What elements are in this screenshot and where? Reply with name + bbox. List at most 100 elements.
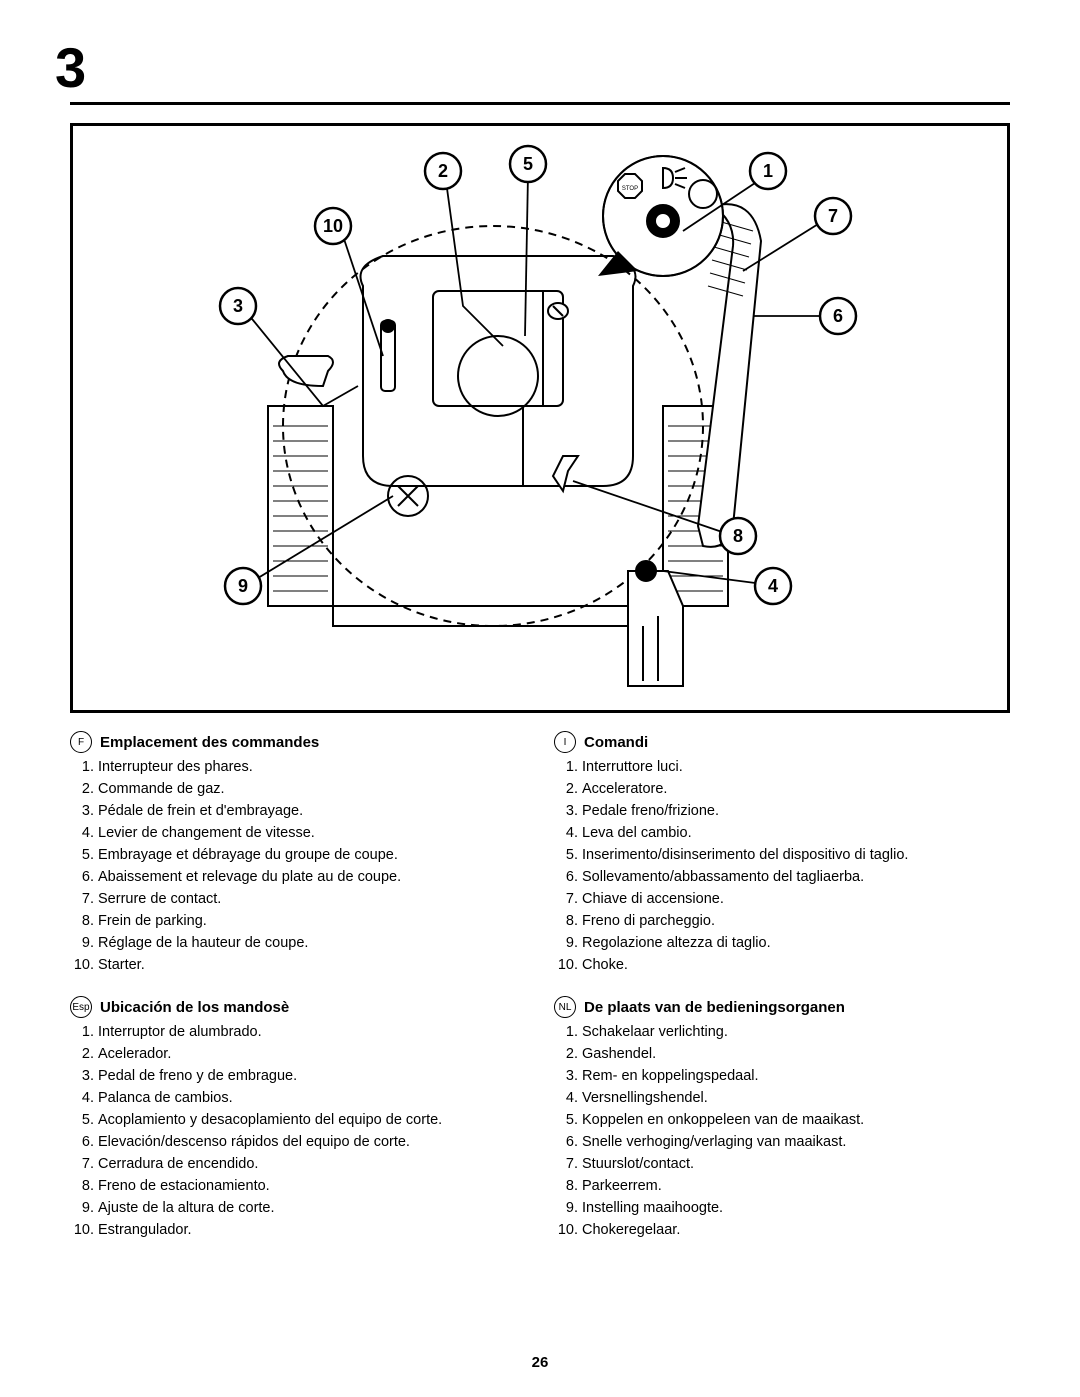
callout-number-10: 10: [323, 216, 343, 236]
callout-number-9: 9: [238, 576, 248, 596]
item-number: 4.: [70, 1088, 94, 1109]
list-item: 4.Leva del cambio.: [582, 823, 1010, 844]
callout-number-6: 6: [833, 306, 843, 326]
item-text: Choke.: [582, 957, 628, 973]
chapter-number: 3: [55, 35, 1010, 100]
item-text: Chiave di accensione.: [582, 891, 724, 907]
list-item: 1.Interruptor de alumbrado.: [98, 1022, 526, 1043]
item-text: Palanca de cambios.: [98, 1090, 233, 1106]
item-text: Acelerador.: [98, 1046, 171, 1062]
section-nl: NLDe plaats van de bedieningsorganen 1.Sc…: [554, 996, 1010, 1241]
list-item: 1.Schakelaar verlichting.: [582, 1022, 1010, 1043]
item-text: Embrayage et débrayage du groupe de coup…: [98, 847, 398, 863]
item-text: Gashendel.: [582, 1046, 656, 1062]
item-number: 3.: [70, 801, 94, 822]
list-item: 5.Inserimento/disinserimento del disposi…: [582, 845, 1010, 866]
page-number: 26: [0, 1354, 1080, 1371]
list-item: 7.Cerradura de encendido.: [98, 1154, 526, 1175]
item-text: Abaissement et relevage du plate au de c…: [98, 869, 401, 885]
item-text: Levier de changement de vitesse.: [98, 825, 315, 841]
item-number: 1.: [70, 757, 94, 778]
item-number: 5.: [70, 845, 94, 866]
list-item: 4.Palanca de cambios.: [98, 1088, 526, 1109]
item-text: Estrangulador.: [98, 1222, 192, 1238]
callout-number-2: 2: [438, 161, 448, 181]
item-text: Serrure de contact.: [98, 891, 221, 907]
item-number: 10.: [70, 1220, 94, 1241]
item-list: 1.Interruttore luci.2.Acceleratore.3.Ped…: [554, 757, 1010, 976]
list-item: 10.Starter.: [98, 955, 526, 976]
item-text: Versnellingshendel.: [582, 1090, 708, 1106]
item-number: 1.: [554, 757, 578, 778]
item-text: Acceleratore.: [582, 781, 667, 797]
item-number: 5.: [554, 845, 578, 866]
list-item: 4.Levier de changement de vitesse.: [98, 823, 526, 844]
item-number: 9.: [70, 933, 94, 954]
item-text: Pedal de freno y de embrague.: [98, 1068, 297, 1084]
section-head: NLDe plaats van de bedieningsorganen: [554, 996, 1010, 1018]
item-text: Stuurslot/contact.: [582, 1156, 694, 1172]
item-text: Freno di parcheggio.: [582, 913, 715, 929]
callout-number-8: 8: [733, 526, 743, 546]
callout-line-2: [446, 181, 503, 346]
item-text: Frein de parking.: [98, 913, 207, 929]
list-item: 5.Acoplamiento y desacoplamiento del equ…: [98, 1110, 526, 1131]
section-title: Ubicación de los mandosè: [100, 999, 289, 1016]
item-text: Koppelen en onkoppeleen van de maaikast.: [582, 1112, 864, 1128]
item-number: 7.: [554, 889, 578, 910]
item-number: 6.: [70, 867, 94, 888]
item-number: 6.: [554, 867, 578, 888]
callout-number-4: 4: [768, 576, 778, 596]
item-list: 1.Schakelaar verlichting.2.Gashendel.3.R…: [554, 1022, 1010, 1241]
section-f: FEmplacement des commandes 1.Interrupteur…: [70, 731, 526, 976]
list-item: 5.Embrayage et débrayage du groupe de co…: [98, 845, 526, 866]
section-title: Comandi: [584, 734, 648, 751]
list-item: 10.Choke.: [582, 955, 1010, 976]
list-item: 3.Rem- en koppelingspedaal.: [582, 1066, 1010, 1087]
item-number: 6.: [70, 1132, 94, 1153]
list-item: 2.Commande de gaz.: [98, 779, 526, 800]
item-text: Leva del cambio.: [582, 825, 692, 841]
section-head: FEmplacement des commandes: [70, 731, 526, 753]
lang-badge: F: [70, 731, 92, 753]
list-item: 8.Parkeerrem.: [582, 1176, 1010, 1197]
list-item: 6.Snelle verhoging/verlaging van maaikas…: [582, 1132, 1010, 1153]
item-text: Pedale freno/frizione.: [582, 803, 719, 819]
item-text: Pédale de frein et d'embrayage.: [98, 803, 303, 819]
list-item: 5.Koppelen en onkoppeleen van de maaikas…: [582, 1110, 1010, 1131]
item-number: 8.: [70, 1176, 94, 1197]
list-item: 8.Freno de estacionamiento.: [98, 1176, 526, 1197]
list-item: 10.Chokeregelaar.: [582, 1220, 1010, 1241]
list-item: 7.Stuurslot/contact.: [582, 1154, 1010, 1175]
list-item: 2.Acelerador.: [98, 1044, 526, 1065]
list-item: 3.Pedale freno/frizione.: [582, 801, 1010, 822]
list-item: 9.Instelling maaihoogte.: [582, 1198, 1010, 1219]
item-number: 3.: [70, 1066, 94, 1087]
item-text: Réglage de la hauteur de coupe.: [98, 935, 308, 951]
callout-number-3: 3: [233, 296, 243, 316]
svg-text:STOP: STOP: [622, 186, 638, 192]
item-number: 9.: [70, 1198, 94, 1219]
section-head: EspUbicación de los mandosè: [70, 996, 526, 1018]
list-item: 7.Serrure de contact.: [98, 889, 526, 910]
item-text: Interrupteur des phares.: [98, 759, 253, 775]
item-text: Starter.: [98, 957, 145, 973]
item-number: 5.: [70, 1110, 94, 1131]
item-text: Commande de gaz.: [98, 781, 225, 797]
callout-line-9: [253, 496, 393, 581]
item-text: Parkeerrem.: [582, 1178, 662, 1194]
list-item: 3.Pedal de freno y de embrague.: [98, 1066, 526, 1087]
item-number: 2.: [554, 779, 578, 800]
list-item: 9.Ajuste de la altura de corte.: [98, 1198, 526, 1219]
header-rule: [70, 102, 1010, 105]
item-text: Elevación/descenso rápidos del equipo de…: [98, 1134, 410, 1150]
item-number: 4.: [70, 823, 94, 844]
item-number: 9.: [554, 1198, 578, 1219]
item-list: 1.Interrupteur des phares.2.Commande de …: [70, 757, 526, 976]
item-number: 2.: [70, 1044, 94, 1065]
item-number: 4.: [554, 823, 578, 844]
list-item: 1.Interrupteur des phares.: [98, 757, 526, 778]
section-head: IComandi: [554, 731, 1010, 753]
list-item: 6.Elevación/descenso rápidos del equipo …: [98, 1132, 526, 1153]
item-text: Interruptor de alumbrado.: [98, 1024, 262, 1040]
